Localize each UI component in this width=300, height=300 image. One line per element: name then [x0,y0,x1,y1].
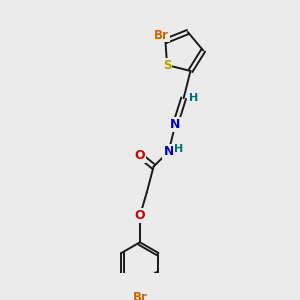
Text: N: N [164,145,174,158]
Text: H: H [189,93,199,103]
Text: H: H [174,144,184,154]
Text: Br: Br [133,291,147,300]
Text: O: O [134,148,145,162]
Text: N: N [170,118,181,131]
Text: Br: Br [154,28,169,41]
Text: O: O [135,209,145,222]
Text: S: S [163,58,171,72]
